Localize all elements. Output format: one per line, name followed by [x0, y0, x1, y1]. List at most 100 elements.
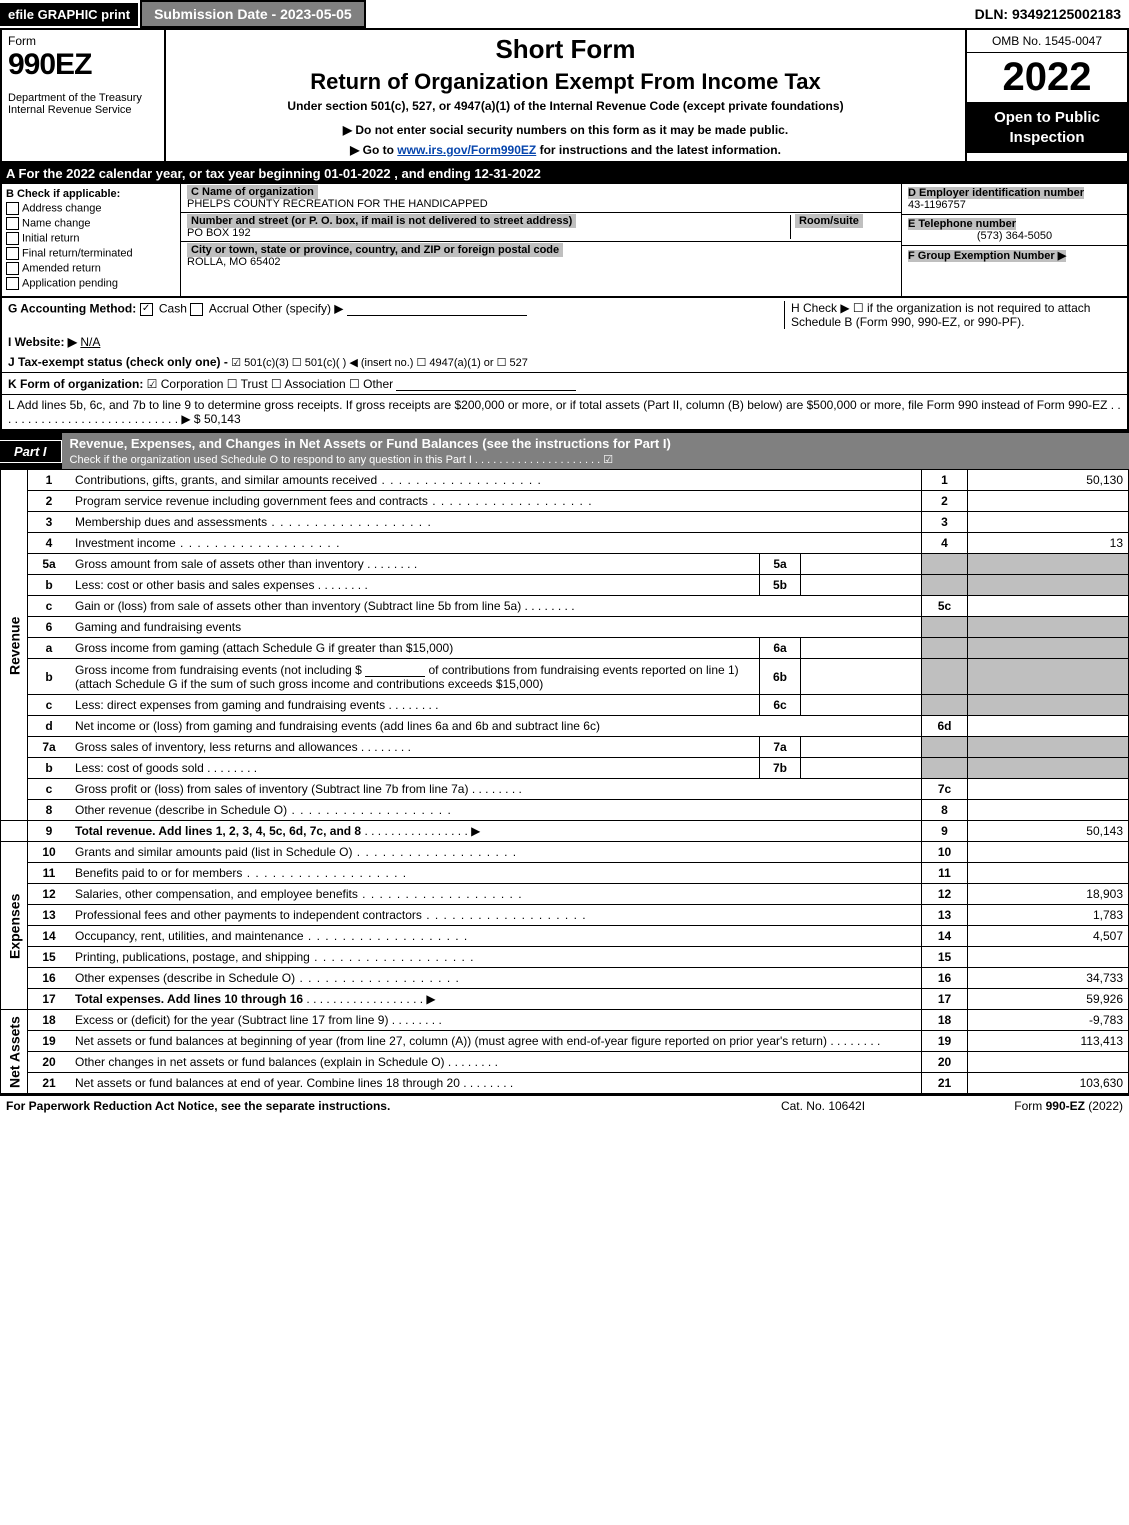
accrual-checkbox[interactable] [190, 303, 203, 316]
net-assets-side-label: Net Assets [1, 1010, 28, 1094]
group-exemption-label: F Group Exemption Number ▶ [908, 250, 1066, 262]
part-1-label: Part I [0, 440, 62, 463]
line-2-value [968, 491, 1129, 512]
line-12-value: 18,903 [968, 884, 1129, 905]
line-7c-value [968, 779, 1129, 800]
line-9-value: 50,143 [968, 821, 1129, 842]
line-5c-value [968, 596, 1129, 617]
line-17-value: 59,926 [968, 989, 1129, 1010]
line-7c-desc: Gross profit or (loss) from sales of inv… [70, 779, 922, 800]
page-footer: For Paperwork Reduction Act Notice, see … [0, 1094, 1129, 1116]
department-label: Department of the Treasury Internal Reve… [8, 92, 158, 116]
section-def-right: D Employer identification number 43-1196… [901, 184, 1127, 296]
line-21-value: 103,630 [968, 1073, 1129, 1094]
check-final-return[interactable]: Final return/terminated [6, 247, 176, 260]
header-right-col: OMB No. 1545-0047 2022 Open to Public In… [965, 30, 1127, 161]
form-header: Form 990EZ Department of the Treasury In… [0, 30, 1129, 163]
line-3-value [968, 512, 1129, 533]
line-16-value: 34,733 [968, 968, 1129, 989]
line-7b-subval [801, 758, 922, 779]
line-11-desc: Benefits paid to or for members [70, 863, 922, 884]
org-name-label: C Name of organization [187, 185, 318, 199]
line-1-value: 50,130 [968, 470, 1129, 491]
org-name: PHELPS COUNTY RECREATION FOR THE HANDICA… [187, 198, 488, 210]
section-j-tax-exempt: J Tax-exempt status (check only one) - ☑… [2, 352, 1127, 372]
room-suite-label: Room/suite [795, 214, 863, 228]
section-g-accounting: G Accounting Method: Cash Accrual Other … [8, 301, 784, 329]
under-section-text: Under section 501(c), 527, or 4947(a)(1)… [170, 99, 961, 113]
line-1-desc: Contributions, gifts, grants, and simila… [70, 470, 922, 491]
line-6a-desc: Gross income from gaming (attach Schedul… [70, 638, 760, 659]
goto-suffix: for instructions and the latest informat… [540, 143, 781, 157]
ein-value: 43-1196757 [908, 199, 966, 211]
expenses-side-label: Expenses [1, 842, 28, 1010]
efile-graphic-print[interactable]: efile GRAPHIC print [0, 3, 138, 26]
line-4-desc: Investment income [70, 533, 922, 554]
line-7a-subval [801, 737, 922, 758]
city-value: ROLLA, MO 65402 [187, 256, 281, 268]
line-14-value: 4,507 [968, 926, 1129, 947]
check-address-change[interactable]: Address change [6, 202, 176, 215]
line-6d-value [968, 716, 1129, 737]
check-application-pending[interactable]: Application pending [6, 277, 176, 290]
line-6b-amount-field[interactable] [365, 662, 425, 677]
line-5b-subval [801, 575, 922, 596]
line-6d-desc: Net income or (loss) from gaming and fun… [70, 716, 922, 737]
section-h-schedule-b: H Check ▶ ☐ if the organization is not r… [784, 301, 1121, 329]
return-title: Return of Organization Exempt From Incom… [170, 69, 961, 95]
part-1-lines-table: Revenue 1 Contributions, gifts, grants, … [0, 469, 1129, 1094]
line-8-desc: Other revenue (describe in Schedule O) [70, 800, 922, 821]
check-amended-return[interactable]: Amended return [6, 262, 176, 275]
line-6a-subval [801, 638, 922, 659]
cash-checkbox[interactable] [140, 303, 153, 316]
tax-year: 2022 [967, 53, 1127, 102]
website-value: N/A [80, 335, 100, 349]
line-18-desc: Excess or (deficit) for the year (Subtra… [70, 1010, 922, 1031]
line-2-desc: Program service revenue including govern… [70, 491, 922, 512]
top-bar: efile GRAPHIC print Submission Date - 20… [0, 0, 1129, 30]
section-a-tax-year: A For the 2022 calendar year, or tax yea… [0, 163, 1129, 184]
line-14-desc: Occupancy, rent, utilities, and maintena… [70, 926, 922, 947]
part-1-title: Revenue, Expenses, and Changes in Net As… [62, 433, 1129, 469]
line-6b-subval [801, 659, 922, 695]
line-17-desc: Total expenses. Add lines 10 through 16 … [70, 989, 922, 1010]
short-form-title: Short Form [170, 34, 961, 65]
line-21-desc: Net assets or fund balances at end of ye… [70, 1073, 922, 1094]
ein-label: D Employer identification number [908, 187, 1084, 199]
line-13-value: 1,783 [968, 905, 1129, 926]
line-13-desc: Professional fees and other payments to … [70, 905, 922, 926]
line-15-desc: Printing, publications, postage, and shi… [70, 947, 922, 968]
line-18-value: -9,783 [968, 1010, 1129, 1031]
line-7a-desc: Gross sales of inventory, less returns a… [70, 737, 760, 758]
other-org-field[interactable] [396, 376, 576, 391]
section-b-title: B Check if applicable: [6, 188, 176, 200]
part-1-header: Part I Revenue, Expenses, and Changes in… [0, 431, 1129, 469]
line-5a-subval [801, 554, 922, 575]
cat-no: Cat. No. 10642I [723, 1099, 923, 1113]
section-c-org-info: C Name of organization PHELPS COUNTY REC… [181, 184, 901, 296]
section-b-checkboxes: B Check if applicable: Address change Na… [2, 184, 181, 296]
other-specify-field[interactable] [347, 301, 527, 316]
dln-number: DLN: 93492125002183 [975, 6, 1129, 22]
check-initial-return[interactable]: Initial return [6, 232, 176, 245]
line-7b-desc: Less: cost of goods sold [70, 758, 760, 779]
line-9-desc: Total revenue. Add lines 1, 2, 3, 4, 5c,… [70, 821, 922, 842]
line-10-value [968, 842, 1129, 863]
street-label: Number and street (or P. O. box, if mail… [187, 214, 576, 228]
check-name-change[interactable]: Name change [6, 217, 176, 230]
city-label: City or town, state or province, country… [187, 243, 563, 257]
section-i-website: I Website: ▶ N/A [2, 332, 1127, 352]
form-label: Form [8, 34, 158, 48]
goto-instructions: ▶ Go to www.irs.gov/Form990EZ for instru… [170, 143, 961, 157]
line-20-desc: Other changes in net assets or fund bala… [70, 1052, 922, 1073]
header-center-col: Short Form Return of Organization Exempt… [166, 30, 965, 161]
line-20-value [968, 1052, 1129, 1073]
line-3-desc: Membership dues and assessments [70, 512, 922, 533]
line-6-desc: Gaming and fundraising events [70, 617, 922, 638]
irs-link[interactable]: www.irs.gov/Form990EZ [397, 143, 536, 157]
line-19-desc: Net assets or fund balances at beginning… [70, 1031, 922, 1052]
goto-prefix: ▶ Go to [350, 143, 397, 157]
line-6c-desc: Less: direct expenses from gaming and fu… [70, 695, 760, 716]
sections-ghijkl: G Accounting Method: Cash Accrual Other … [0, 298, 1129, 431]
section-l-gross-receipts: L Add lines 5b, 6c, and 7b to line 9 to … [2, 394, 1127, 429]
